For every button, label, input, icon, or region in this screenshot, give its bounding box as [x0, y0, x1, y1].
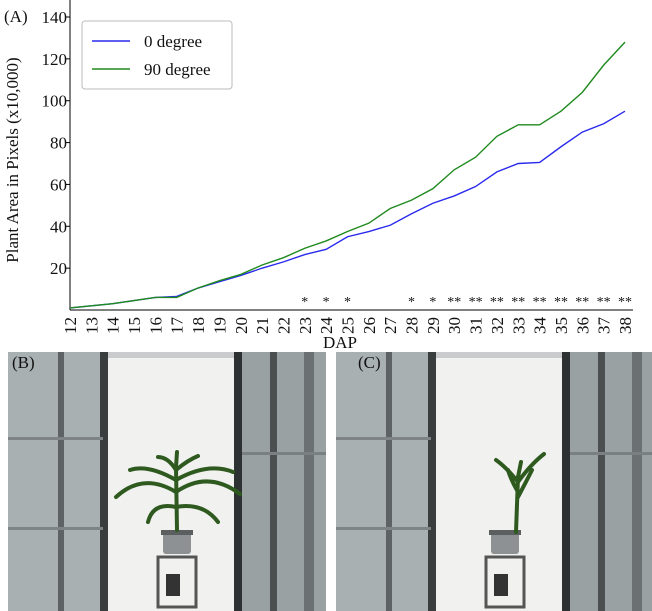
x-tick-label: 28 — [403, 317, 422, 334]
significance: ** — [490, 295, 504, 310]
y-axis-label: Plant Area in Pixels (x10,000) — [3, 57, 22, 262]
significance: ** — [554, 295, 568, 310]
y-tick-label: 60 — [50, 175, 67, 194]
y-tick-label: 20 — [50, 259, 67, 278]
x-tick-label: 37 — [595, 317, 614, 335]
x-tick-label: 13 — [82, 317, 101, 334]
x-tick-label: 20 — [232, 317, 251, 334]
x-tick-label: 16 — [146, 317, 165, 334]
chart: (A) DAP Plant Area in Pixels (x10,000) 2… — [0, 0, 652, 352]
x-tick-label: 15 — [125, 317, 144, 334]
x-tick-label: 34 — [531, 317, 550, 335]
figure: (A) DAP Plant Area in Pixels (x10,000) 2… — [0, 0, 652, 611]
line — [70, 111, 625, 308]
x-tick-label: 33 — [509, 317, 528, 334]
photo-b: (B) — [8, 352, 326, 611]
significance: ** — [447, 295, 461, 310]
x-tick-label: 18 — [189, 317, 208, 334]
x-tick-label: 12 — [61, 317, 80, 334]
x-tick-label: 36 — [573, 317, 592, 334]
photo-c: (C) — [336, 352, 652, 611]
y-tick-label: 140 — [42, 8, 68, 27]
x-tick-label: 32 — [488, 317, 507, 334]
x-tick-label: 29 — [424, 317, 443, 334]
legend-label: 0 degree — [144, 32, 202, 51]
significance: * — [429, 295, 436, 310]
y-tick-label: 120 — [42, 50, 68, 69]
significance: ** — [575, 295, 589, 310]
significance: ** — [618, 295, 632, 310]
x-tick-label: 25 — [339, 317, 358, 334]
x-tick-label: 14 — [104, 317, 123, 335]
x-tick-label: 35 — [552, 317, 571, 334]
significance: ** — [469, 295, 483, 310]
significance: * — [344, 295, 351, 310]
significance: * — [408, 295, 415, 310]
x-tick-label: 23 — [296, 317, 315, 334]
x-tick-label: 19 — [210, 317, 229, 334]
x-tick-label: 31 — [467, 317, 486, 334]
x-tick-label: 24 — [317, 317, 336, 335]
x-axis-label: DAP — [323, 333, 357, 352]
y-tick-label: 100 — [42, 92, 68, 111]
x-tick-label: 26 — [360, 317, 379, 334]
x-tick-label: 17 — [168, 317, 187, 335]
y-tick-label: 40 — [50, 217, 67, 236]
significance: * — [301, 295, 308, 310]
x-tick-label: 38 — [616, 317, 635, 334]
significance: ** — [511, 295, 525, 310]
photos: (B) (C) — [0, 352, 652, 611]
x-tick-label: 27 — [381, 317, 400, 335]
x-tick-label: 30 — [445, 317, 464, 334]
legend-label: 90 degree — [144, 60, 211, 79]
significance: ** — [597, 295, 611, 310]
panel-label: (A) — [4, 7, 28, 26]
x-tick-label: 21 — [253, 317, 272, 334]
y-tick-label: 80 — [50, 134, 67, 153]
x-tick-label: 22 — [274, 317, 293, 334]
panel-label: (B) — [12, 353, 35, 372]
significance: ** — [533, 295, 547, 310]
significance: * — [323, 295, 330, 310]
panel-label: (C) — [358, 353, 381, 372]
